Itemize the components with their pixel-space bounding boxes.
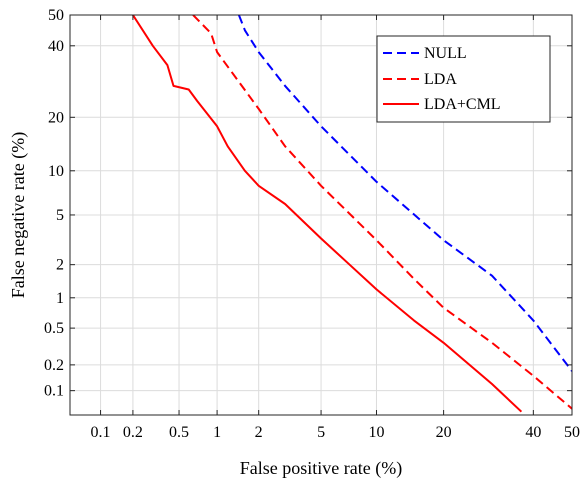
y-tick-label-1: 1: [56, 290, 64, 307]
series-lines: [132, 15, 572, 413]
x-tick-label-0-2: 0.2: [123, 424, 143, 441]
legend-label-lda: LDA: [424, 71, 457, 88]
legend-label-null: NULL: [424, 45, 467, 62]
legend-label-lda-cml: LDA+CML: [424, 96, 501, 113]
x-tick-label-0-1: 0.1: [91, 424, 111, 441]
series-line-null: [237, 15, 572, 372]
y-tick-label-2: 2: [56, 257, 64, 274]
y-tick-label-50: 50: [48, 7, 64, 24]
x-tick-label-40: 40: [525, 424, 541, 441]
x-tick-label-1: 1: [213, 424, 221, 441]
y-axis-title: False negative rate (%): [8, 132, 29, 298]
y-tick-label-10: 10: [48, 163, 64, 180]
tick-labels: 0.1 0.2 0.5 1 2 5 10 20 40 50 0.1 0.2 0.5 1 2 5 10 20 40 50: [44, 7, 580, 441]
x-tick-label-2: 2: [255, 424, 263, 441]
legend: NULL LDA LDA+CML: [376, 35, 551, 123]
y-tick-label-0-2: 0.2: [44, 357, 64, 374]
x-axis-title: False positive rate (%): [240, 458, 402, 479]
y-tick-label-20: 20: [48, 109, 64, 126]
y-tick-label-0-1: 0.1: [44, 383, 64, 400]
y-tick-label-5: 5: [56, 207, 64, 224]
x-tick-label-50: 50: [564, 424, 580, 441]
x-tick-label-5: 5: [317, 424, 325, 441]
x-tick-label-0-5: 0.5: [169, 424, 189, 441]
series-line-lda: [192, 15, 572, 410]
ticks: [70, 14, 573, 415]
y-tick-label-0-5: 0.5: [44, 320, 64, 337]
x-tick-label-10: 10: [368, 424, 384, 441]
series-line-lda-cml: [132, 15, 523, 413]
y-tick-label-40: 40: [48, 38, 64, 55]
x-tick-label-20: 20: [436, 424, 452, 441]
